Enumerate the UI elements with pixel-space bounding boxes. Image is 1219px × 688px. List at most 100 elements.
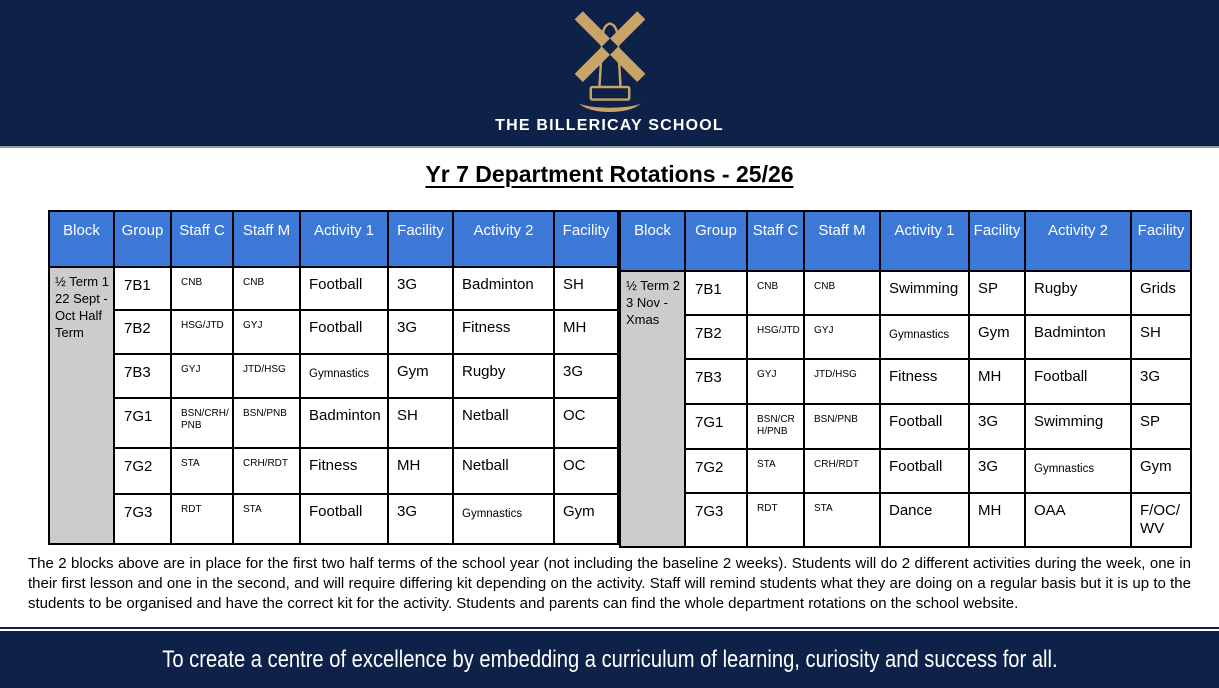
table-row: 7G3 RDT STA Dance MH OAA F/OC/WV — [620, 492, 1192, 548]
column-header: Staff M — [232, 210, 301, 268]
activity1-cell: Football — [879, 403, 970, 450]
staff-c-cell: RDT — [746, 492, 805, 548]
header-row: Block Group Staff C Staff M Activity 1 Facili… — [619, 210, 1192, 272]
activity2-cell: Netball — [452, 447, 555, 495]
staff-c-cell: GYJ — [746, 358, 805, 405]
activity2-cell: Netball — [452, 397, 555, 449]
staff-m-cell: CRH/RDT — [232, 447, 301, 495]
school-name: THE BILLERICAY SCHOOL — [495, 117, 724, 134]
column-header: Activity 1 — [299, 210, 389, 268]
motto-banner: To create a centre of excellence by embe… — [0, 631, 1219, 688]
activity2-cell: Badminton — [452, 266, 555, 311]
activity1-cell: Football — [879, 448, 970, 494]
column-header: Group — [684, 210, 748, 272]
activity1-cell: Football — [299, 493, 389, 545]
facility1-cell: MH — [387, 447, 454, 495]
facility1-cell: SP — [968, 270, 1026, 316]
staff-c-cell: BSN/CRH/PNB — [170, 397, 234, 449]
table-row: 7G3 RDT STA Football 3G Gymnastics Gym — [49, 493, 619, 545]
group-cell: 7G3 — [113, 493, 172, 545]
facility1-cell: 3G — [387, 266, 454, 311]
staff-c-cell: GYJ — [170, 353, 234, 399]
activity1-cell: Gymnastics — [299, 353, 389, 399]
table-row: 7B2 HSG/JTD GYJ Football 3G Fitness MH — [49, 309, 619, 355]
facility2-cell: Grids — [1130, 270, 1192, 316]
staff-c-cell: CNB — [746, 270, 805, 316]
rotations-tables: Block Group Staff C Staff M Activity 1 Facili… — [48, 210, 1192, 548]
facility1-cell: Gym — [387, 353, 454, 399]
staff-c-cell: HSG/JTD — [746, 314, 805, 360]
activity2-cell: Gymnastics — [452, 493, 555, 545]
column-header: Facility — [1130, 210, 1192, 272]
group-cell: 7B3 — [113, 353, 172, 399]
facility2-cell: 3G — [553, 353, 619, 399]
activity1-cell: Swimming — [879, 270, 970, 316]
rotations-table-block-1: Block Group Staff C Staff M Activity 1 Facili… — [48, 210, 619, 545]
staff-m-cell: CNB — [232, 266, 301, 311]
column-header: Block — [619, 210, 686, 272]
facility1-cell: MH — [968, 492, 1026, 548]
activity2-cell: Football — [1024, 358, 1132, 405]
staff-m-cell: BSN/PNB — [803, 403, 881, 450]
staff-m-cell: BSN/PNB — [232, 397, 301, 449]
activity2-cell: Badminton — [1024, 314, 1132, 360]
group-cell: 7B2 — [684, 314, 748, 360]
activity2-cell: Rugby — [452, 353, 555, 399]
group-cell: 7G2 — [113, 447, 172, 495]
column-header: Facility — [968, 210, 1026, 272]
staff-c-cell: STA — [746, 448, 805, 494]
activity2-cell: OAA — [1024, 492, 1132, 548]
facility1-cell: 3G — [968, 403, 1026, 450]
staff-m-cell: CNB — [803, 270, 881, 316]
facility1-cell: 3G — [387, 309, 454, 355]
staff-m-cell: GYJ — [232, 309, 301, 355]
facility1-cell: Gym — [968, 314, 1026, 360]
staff-c-cell: BSN/CRH/PNB — [746, 403, 805, 450]
column-header: Staff M — [803, 210, 881, 272]
table-row: ½ Term 2 3 Nov - Xmas 7B1 CNB CNB Swimming SP… — [619, 270, 1192, 548]
block-cell: ½ Term 2 3 Nov - Xmas — [619, 270, 686, 548]
facility2-cell: SH — [1130, 314, 1192, 360]
facility2-cell: Gym — [553, 493, 619, 545]
facility1-cell: 3G — [387, 493, 454, 545]
windmill-icon — [574, 11, 645, 113]
column-header: Activity 1 — [879, 210, 970, 272]
group-cell: 7B3 — [684, 358, 748, 405]
staff-m-cell: JTD/HSG — [803, 358, 881, 405]
activity1-cell: Football — [299, 309, 389, 355]
activity1-cell: Football — [299, 266, 389, 311]
activity1-cell: Gymnastics — [879, 314, 970, 360]
column-header: Staff C — [746, 210, 805, 272]
staff-c-cell: HSG/JTD — [170, 309, 234, 355]
activity1-cell: Badminton — [299, 397, 389, 449]
block-cell: ½ Term 1 22 Sept - Oct Half Term — [48, 266, 115, 545]
facility1-cell: SH — [387, 397, 454, 449]
group-cell: 7B1 — [113, 266, 172, 311]
school-header: THE BILLERICAY SCHOOL — [0, 0, 1219, 148]
staff-m-cell: CRH/RDT — [803, 448, 881, 494]
facility2-cell: 3G — [1130, 358, 1192, 405]
group-cell: 7G1 — [113, 397, 172, 449]
activity2-cell: Swimming — [1024, 403, 1132, 450]
table-row: 7G2 STA CRH/RDT Fitness MH Netball OC — [49, 447, 619, 495]
facility2-cell: MH — [553, 309, 619, 355]
footer-divider — [0, 627, 1219, 629]
column-header: Facility — [387, 210, 454, 268]
facility2-cell: SH — [553, 266, 619, 311]
table-row: 7G2 STA CRH/RDT Football 3G Gymnastics Gym — [620, 448, 1192, 494]
staff-c-cell: STA — [170, 447, 234, 495]
group-cell: 7G2 — [684, 448, 748, 494]
column-header: Activity 2 — [1024, 210, 1132, 272]
facility2-cell: OC — [553, 447, 619, 495]
staff-m-cell: STA — [232, 493, 301, 545]
activity2-cell: Gymnastics — [1024, 448, 1132, 494]
column-header: Activity 2 — [452, 210, 555, 268]
staff-m-cell: GYJ — [803, 314, 881, 360]
staff-c-cell: RDT — [170, 493, 234, 545]
explanatory-note: The 2 blocks above are in place for the … — [28, 555, 1191, 612]
activity2-cell: Fitness — [452, 309, 555, 355]
facility2-cell: F/OC/WV — [1130, 492, 1192, 548]
activity2-cell: Rugby — [1024, 270, 1132, 316]
group-cell: 7G1 — [684, 403, 748, 450]
